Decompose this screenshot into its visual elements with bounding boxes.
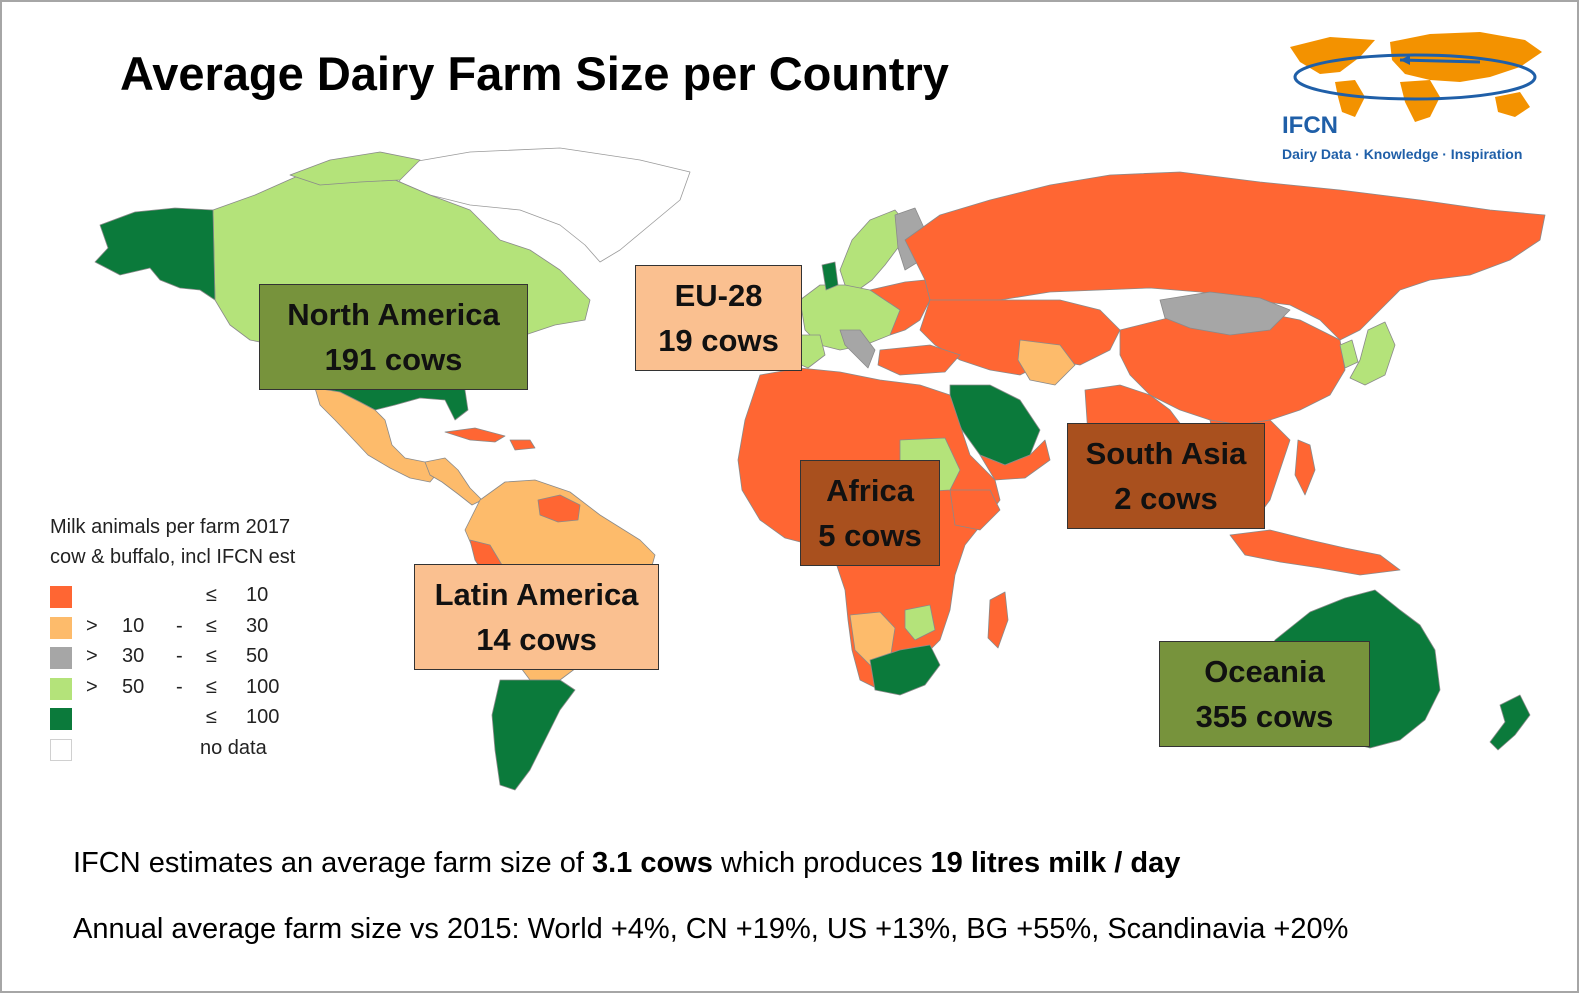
legend-title-line2: cow & buffalo, incl IFCN est [50, 546, 296, 568]
yemen-oman [979, 439, 1051, 481]
greenland [394, 147, 691, 263]
korea [1339, 339, 1359, 369]
ethiopia [949, 489, 1001, 531]
region-name: Oceania [1204, 654, 1325, 689]
legend-swatch [50, 616, 72, 639]
region-value: 2 cows [1114, 481, 1218, 516]
footer-line-2: Annual average farm size vs 2015: World … [73, 913, 1349, 945]
legend-item: > 50 - ≤ 100 [50, 674, 295, 705]
italy-balkans [839, 329, 876, 369]
legend-item: ≤ 100 [50, 704, 295, 735]
legend-swatch [50, 586, 72, 608]
legend-item-no-data: no data [50, 735, 295, 766]
eastern-europe [869, 279, 931, 336]
new-zealand [1489, 694, 1531, 751]
page-title: Average Dairy Farm Size per Country [120, 47, 949, 100]
central-america [424, 457, 483, 506]
region-value: 355 cows [1195, 699, 1334, 734]
zambia [904, 604, 936, 641]
region-eu-28: EU-28 19 cows [635, 265, 802, 371]
region-value: 191 cows [324, 342, 463, 377]
region-latin-america: Latin America 14 cows [414, 564, 659, 670]
legend-title-line1: Milk animals per farm 2017 [50, 516, 291, 538]
indonesia [1229, 529, 1401, 576]
map-legend: Milk animals per farm 2017 cow & buffalo… [50, 512, 295, 765]
legend-swatch [50, 708, 72, 730]
alaska [94, 207, 216, 301]
russia [904, 171, 1546, 341]
legend-item: > 30 - ≤ 50 [50, 643, 295, 674]
uk [821, 261, 839, 291]
region-name: North America [287, 297, 500, 332]
legend-item: ≤ 10 [50, 582, 295, 613]
region-north-america: North America 191 cows [259, 284, 528, 390]
region-name: Latin America [434, 577, 639, 612]
region-south-asia: South Asia 2 cows [1067, 423, 1265, 529]
iran [1017, 339, 1076, 386]
mongolia [1159, 291, 1291, 336]
region-value: 5 cows [818, 518, 922, 553]
turkey [877, 344, 961, 376]
region-name: Africa [826, 473, 914, 508]
ifcn-logo [1290, 32, 1542, 122]
philippines [1294, 439, 1316, 496]
region-value: 19 cows [658, 323, 779, 358]
footer-line-1: IFCN estimates an average farm size of 3… [73, 847, 1181, 879]
south-africa [869, 644, 941, 696]
region-value: 14 cows [476, 622, 597, 657]
logo-tagline: Dairy Data · Knowledge · Inspiration [1282, 146, 1523, 162]
madagascar [987, 591, 1009, 649]
arctic-islands [289, 151, 421, 186]
region-africa: Africa 5 cows [800, 460, 940, 566]
southern-cone [491, 679, 576, 791]
hispaniola [509, 439, 536, 451]
region-name: South Asia [1085, 436, 1247, 471]
region-name: EU-28 [674, 278, 763, 313]
venezuela-guiana [537, 494, 581, 523]
region-oceania: Oceania 355 cows [1159, 641, 1370, 747]
logo-name: IFCN [1282, 112, 1338, 139]
legend-swatch [50, 738, 72, 761]
cuba [444, 427, 506, 443]
legend-swatch [50, 647, 72, 669]
legend-swatch [50, 677, 72, 700]
japan [1349, 321, 1396, 386]
legend-item: > 10 - ≤ 30 [50, 613, 295, 644]
